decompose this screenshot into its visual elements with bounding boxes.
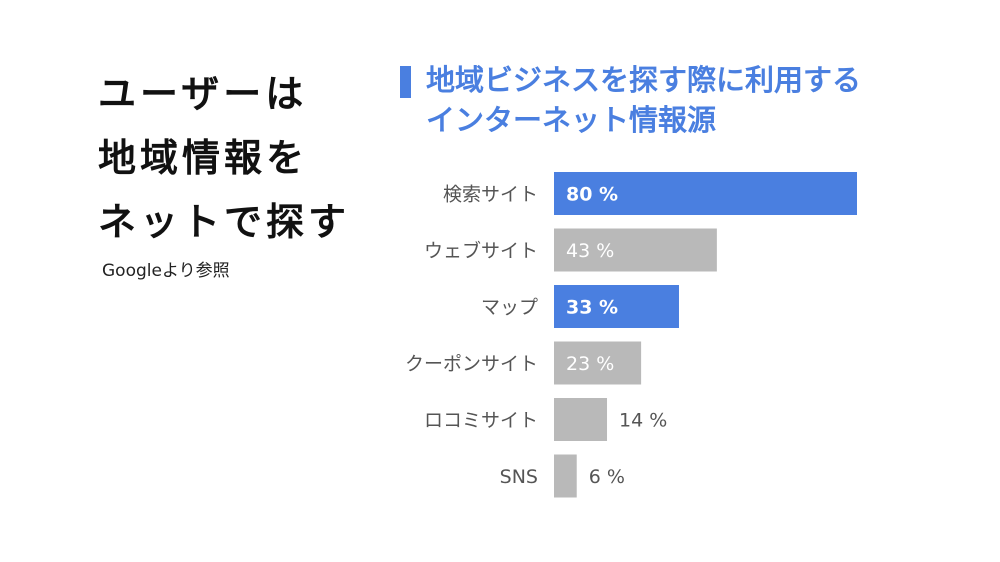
headline-line-1: ユーザーは <box>98 72 308 116</box>
category-label-3: クーポンサイト <box>405 353 538 375</box>
bar-5 <box>554 454 577 498</box>
value-label-4: 14 % <box>619 410 667 432</box>
value-label-0: 80 % <box>566 184 618 206</box>
value-label-1: 43 % <box>566 240 614 262</box>
bar-4 <box>554 398 608 441</box>
chart-title-line-2: インターネット情報源 <box>426 103 717 137</box>
source-note: Googleより参照 <box>102 261 230 281</box>
title-accent-bar <box>400 66 411 98</box>
category-label-5: SNS <box>500 466 538 488</box>
bar-3 <box>554 341 642 385</box>
bar-1 <box>554 228 717 272</box>
value-label-2: 33 % <box>566 297 618 319</box>
category-label-0: 検索サイト <box>443 184 538 206</box>
value-label-3: 23 % <box>566 353 614 375</box>
value-label-5: 6 % <box>589 466 625 488</box>
category-label-1: ウェブサイト <box>424 239 538 262</box>
headline-line-2: 地域情報を <box>98 136 309 180</box>
category-label-2: マップ <box>481 297 538 319</box>
category-label-4: ロコミサイト <box>424 410 538 432</box>
headline-line-3: ネットで探す <box>98 200 351 244</box>
chart-title: 地域ビジネスを探す際に利用する インターネット情報源 <box>400 60 861 140</box>
chart-title-line-1: 地域ビジネスを探す際に利用する <box>426 63 862 97</box>
headline: ユーザーは 地域情報を ネットで探す <box>98 62 350 254</box>
bar-0 <box>554 172 857 215</box>
bar-chart: 検索サイト 80 % ウェブサイト 43 % マップ 33 % クーポンサイト 23 % ロコミ… <box>405 172 857 498</box>
bar-2 <box>554 285 679 328</box>
